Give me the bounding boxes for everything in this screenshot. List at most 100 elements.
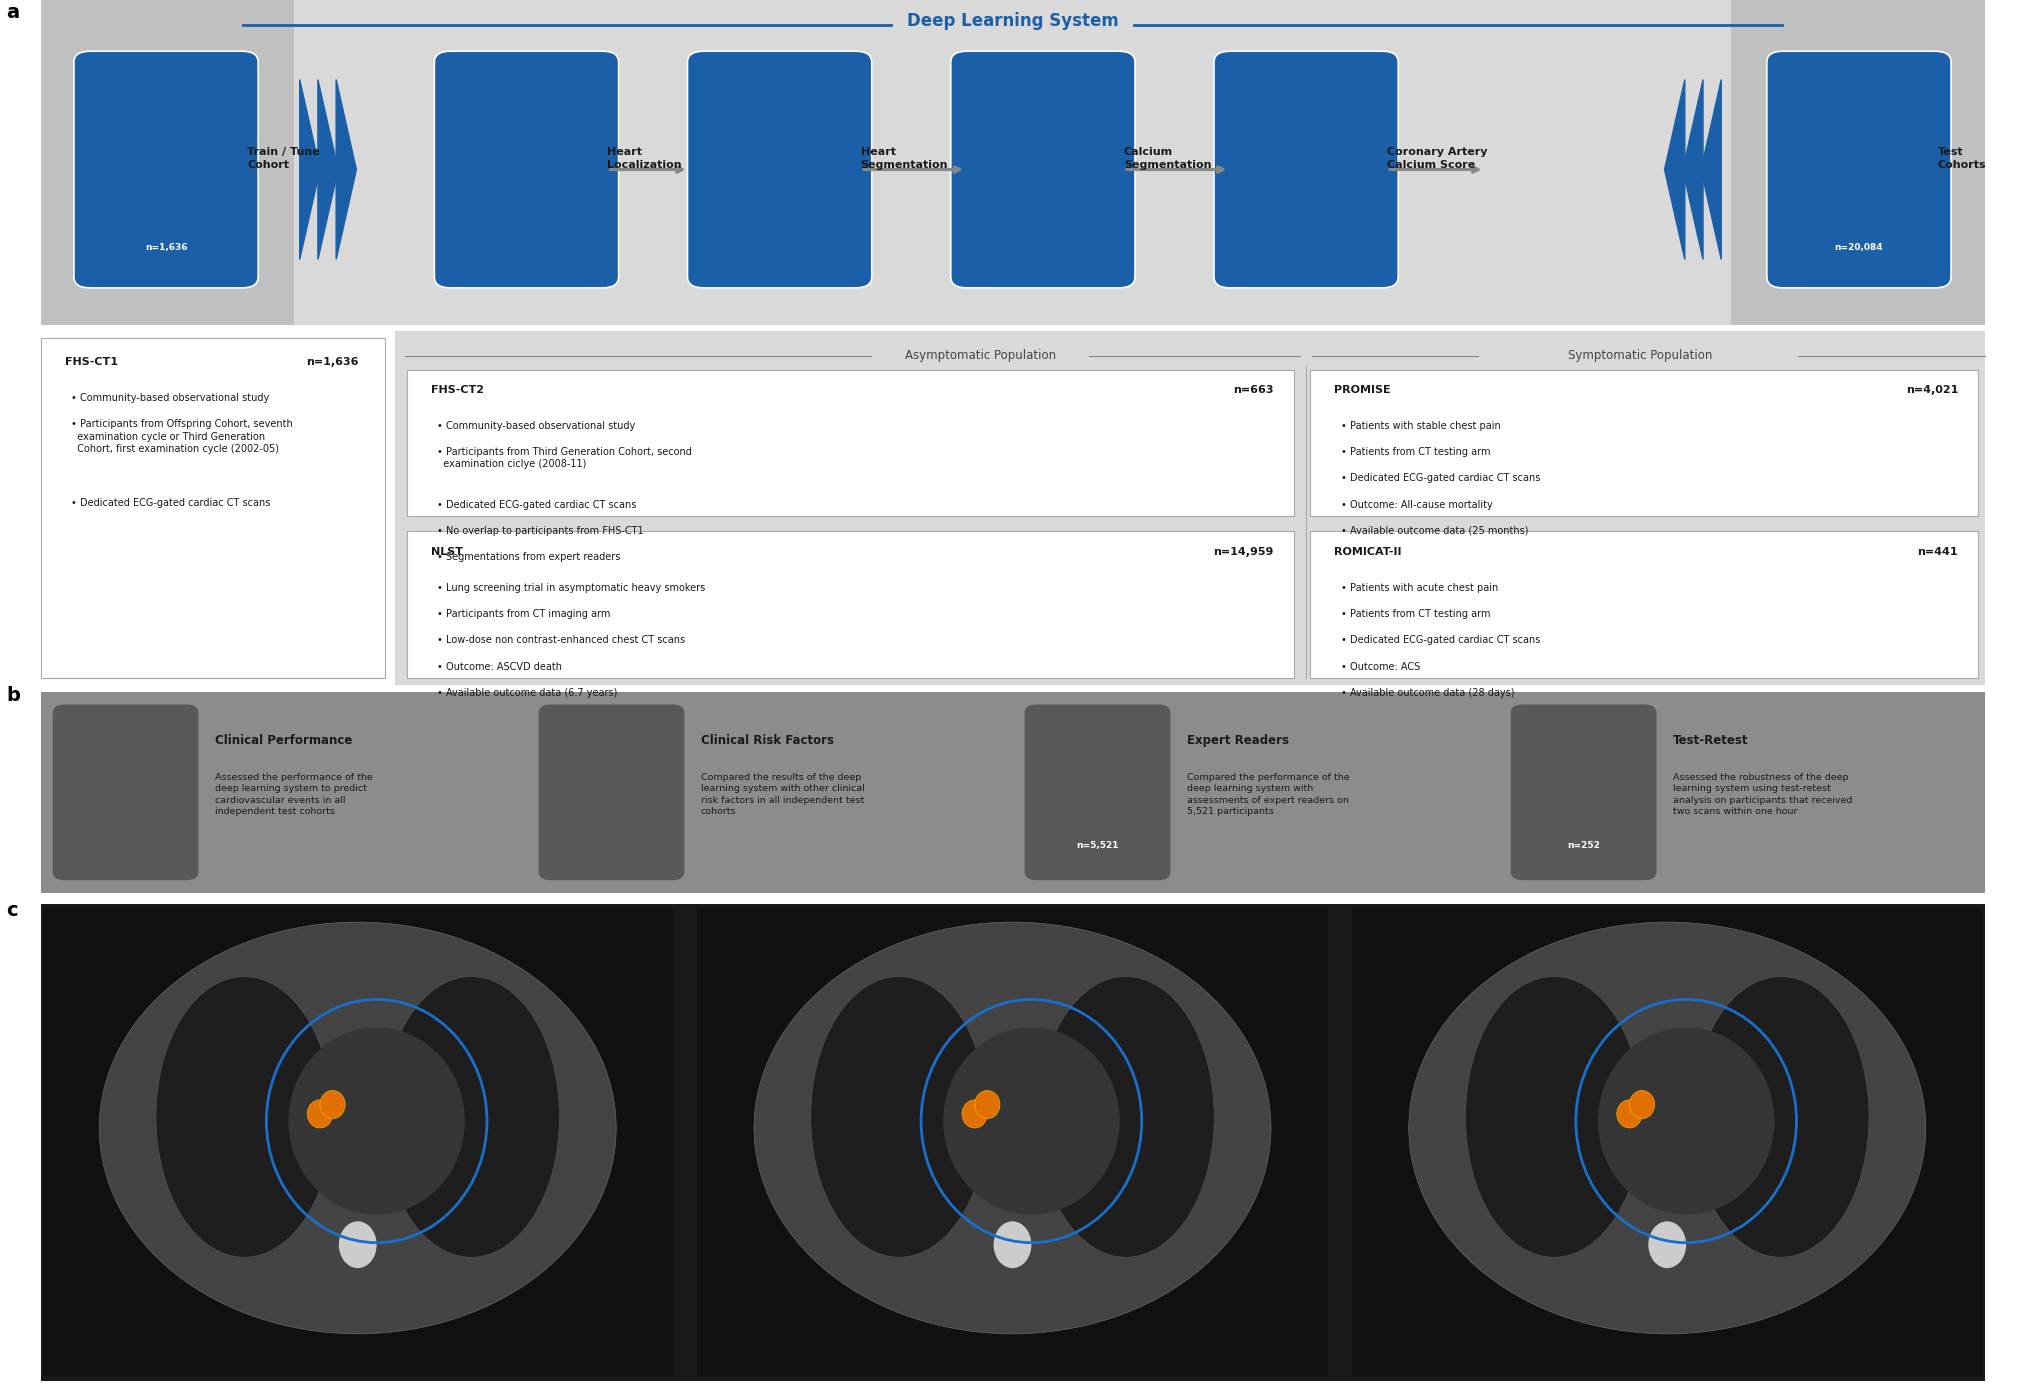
Ellipse shape: [1466, 977, 1642, 1257]
Text: • Available outcome data (28 days): • Available outcome data (28 days): [1341, 688, 1515, 698]
Text: Compared the results of the deep
learning system with other clinical
risk factor: Compared the results of the deep learnin…: [701, 772, 865, 817]
Text: a: a: [6, 3, 18, 22]
Text: • Lung screening trial in asymptomatic heavy smokers: • Lung screening trial in asymptomatic h…: [437, 583, 705, 592]
Text: PROMISE: PROMISE: [1334, 385, 1391, 394]
Ellipse shape: [1598, 1027, 1774, 1215]
Ellipse shape: [753, 922, 1272, 1334]
Ellipse shape: [1693, 977, 1869, 1257]
Polygon shape: [300, 79, 320, 260]
FancyBboxPatch shape: [407, 370, 1294, 516]
Text: Coronary Artery
Calcium Score: Coronary Artery Calcium Score: [1387, 147, 1488, 170]
Text: • Participants from Offspring Cohort, seventh
  examination cycle or Third Gener: • Participants from Offspring Cohort, se…: [71, 419, 294, 454]
Text: • Community-based observational study: • Community-based observational study: [71, 393, 269, 403]
FancyBboxPatch shape: [1310, 370, 1978, 516]
Text: Symptomatic Population: Symptomatic Population: [1567, 349, 1713, 363]
Text: FHS-CT1: FHS-CT1: [65, 357, 117, 367]
Ellipse shape: [1409, 922, 1926, 1334]
FancyBboxPatch shape: [53, 704, 198, 880]
FancyBboxPatch shape: [1025, 704, 1170, 880]
Text: • Outcome: ASCVD death: • Outcome: ASCVD death: [437, 662, 563, 671]
FancyBboxPatch shape: [40, 692, 1984, 893]
Polygon shape: [1701, 79, 1721, 260]
Ellipse shape: [1037, 977, 1215, 1257]
Ellipse shape: [962, 1100, 988, 1128]
Text: FHS-CT2: FHS-CT2: [431, 385, 484, 394]
Ellipse shape: [1630, 1091, 1654, 1118]
Text: • Patients with stable chest pain: • Patients with stable chest pain: [1341, 421, 1501, 430]
Text: • Dedicated ECG-gated cardiac CT scans: • Dedicated ECG-gated cardiac CT scans: [1341, 635, 1539, 645]
Text: Clinical Risk Factors: Clinical Risk Factors: [701, 734, 834, 747]
Text: • Outcome: All-cause mortality: • Outcome: All-cause mortality: [1341, 500, 1492, 509]
Text: • No overlap to participants from FHS-CT1: • No overlap to participants from FHS-CT…: [437, 526, 644, 536]
Text: Heart
Segmentation: Heart Segmentation: [861, 147, 948, 170]
Text: • Patients with acute chest pain: • Patients with acute chest pain: [1341, 583, 1498, 592]
Text: • Outcome: ACS: • Outcome: ACS: [1341, 662, 1420, 671]
Text: • Dedicated ECG-gated cardiac CT scans: • Dedicated ECG-gated cardiac CT scans: [1341, 473, 1539, 483]
FancyBboxPatch shape: [43, 908, 672, 1376]
Text: n=663: n=663: [1233, 385, 1274, 394]
Text: n=441: n=441: [1918, 547, 1958, 556]
Text: • Participants from CT imaging arm: • Participants from CT imaging arm: [437, 609, 612, 619]
Ellipse shape: [944, 1027, 1120, 1215]
Text: n=4,021: n=4,021: [1906, 385, 1958, 394]
FancyBboxPatch shape: [1310, 531, 1978, 678]
Text: • Dedicated ECG-gated cardiac CT scans: • Dedicated ECG-gated cardiac CT scans: [71, 498, 269, 508]
FancyBboxPatch shape: [40, 0, 1984, 325]
Ellipse shape: [156, 977, 332, 1257]
Polygon shape: [1665, 79, 1685, 260]
Text: • Participants from Third Generation Cohort, second
  examination ciclye (2008-1: • Participants from Third Generation Coh…: [437, 447, 693, 469]
Ellipse shape: [99, 922, 616, 1334]
Polygon shape: [318, 79, 338, 260]
Text: Calcium
Segmentation: Calcium Segmentation: [1124, 147, 1211, 170]
FancyBboxPatch shape: [435, 51, 620, 288]
Text: • Available outcome data (25 months): • Available outcome data (25 months): [1341, 526, 1529, 536]
Text: n=1,636: n=1,636: [146, 242, 186, 252]
FancyBboxPatch shape: [40, 338, 385, 678]
Text: Heart
Localization: Heart Localization: [608, 147, 682, 170]
FancyBboxPatch shape: [40, 904, 1984, 1381]
Text: ROMICAT-II: ROMICAT-II: [1334, 547, 1401, 556]
FancyBboxPatch shape: [697, 908, 1328, 1376]
Text: • Segmentations from expert readers: • Segmentations from expert readers: [437, 552, 622, 562]
Ellipse shape: [810, 977, 988, 1257]
Polygon shape: [1683, 79, 1703, 260]
Text: • Low-dose non contrast-enhanced chest CT scans: • Low-dose non contrast-enhanced chest C…: [437, 635, 686, 645]
FancyBboxPatch shape: [1731, 0, 1984, 325]
FancyBboxPatch shape: [407, 531, 1294, 678]
Text: Asymptomatic Population: Asymptomatic Population: [905, 349, 1055, 363]
Ellipse shape: [974, 1091, 1000, 1118]
Text: Clinical Performance: Clinical Performance: [215, 734, 352, 747]
Ellipse shape: [383, 977, 559, 1257]
Text: n=20,084: n=20,084: [1835, 242, 1883, 252]
Text: • Patients from CT testing arm: • Patients from CT testing arm: [1341, 609, 1490, 619]
Text: c: c: [6, 901, 18, 920]
Text: Expert Readers: Expert Readers: [1187, 734, 1288, 747]
Text: Test
Cohorts: Test Cohorts: [1938, 147, 1987, 170]
FancyBboxPatch shape: [1766, 51, 1952, 288]
Text: Assessed the robustness of the deep
learning system using test-retest
analysis o: Assessed the robustness of the deep lear…: [1673, 772, 1853, 817]
FancyBboxPatch shape: [395, 331, 1984, 685]
Text: n=1,636: n=1,636: [306, 357, 358, 367]
Text: Assessed the performance of the
deep learning system to predict
cardiovascular e: Assessed the performance of the deep lea…: [215, 772, 373, 817]
Ellipse shape: [338, 1221, 377, 1268]
FancyBboxPatch shape: [1511, 704, 1656, 880]
FancyBboxPatch shape: [688, 51, 871, 288]
Text: n=5,521: n=5,521: [1077, 840, 1118, 850]
Text: Test-Retest: Test-Retest: [1673, 734, 1748, 747]
Ellipse shape: [994, 1221, 1031, 1268]
FancyBboxPatch shape: [40, 0, 294, 325]
Text: • Patients from CT testing arm: • Patients from CT testing arm: [1341, 447, 1490, 457]
FancyBboxPatch shape: [952, 51, 1134, 288]
Text: • Available outcome data (6.7 years): • Available outcome data (6.7 years): [437, 688, 618, 698]
FancyBboxPatch shape: [75, 51, 259, 288]
FancyBboxPatch shape: [539, 704, 684, 880]
Ellipse shape: [1648, 1221, 1687, 1268]
Polygon shape: [336, 79, 356, 260]
Text: n=252: n=252: [1567, 840, 1600, 850]
Ellipse shape: [308, 1100, 332, 1128]
Text: • Community-based observational study: • Community-based observational study: [437, 421, 636, 430]
Text: Compared the performance of the
deep learning system with
assessments of expert : Compared the performance of the deep lea…: [1187, 772, 1349, 817]
Text: • Dedicated ECG-gated cardiac CT scans: • Dedicated ECG-gated cardiac CT scans: [437, 500, 636, 509]
Text: n=14,959: n=14,959: [1213, 547, 1274, 556]
Text: Deep Learning System: Deep Learning System: [907, 11, 1118, 30]
